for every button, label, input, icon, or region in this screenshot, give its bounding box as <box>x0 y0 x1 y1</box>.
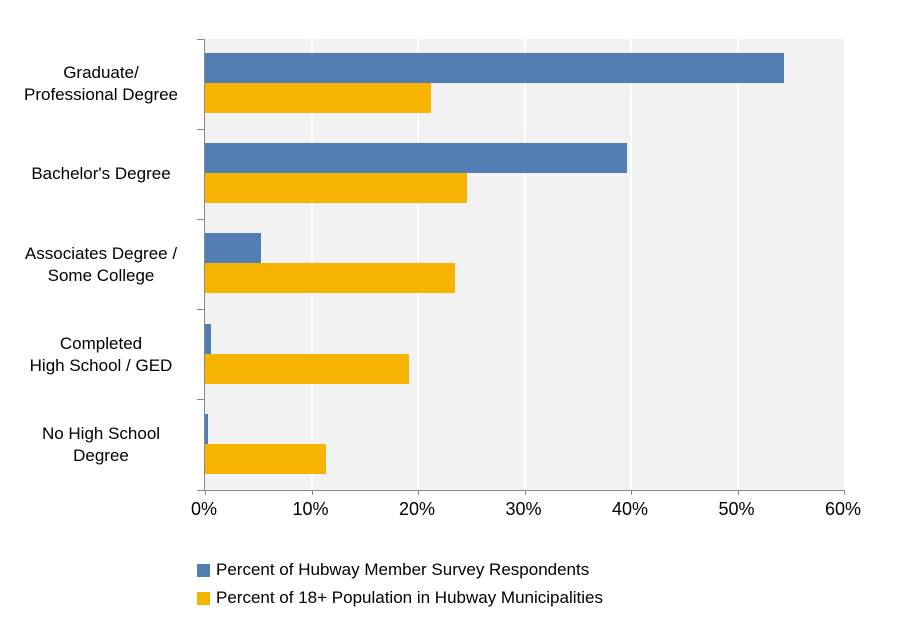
y-axis-tick <box>197 218 205 220</box>
bar-series1-cat3 <box>205 353 410 384</box>
legend-swatch-1 <box>197 591 210 605</box>
legend-swatch-0 <box>197 563 210 577</box>
bar-series0-cat3 <box>205 323 212 354</box>
category-row-0 <box>205 39 844 129</box>
bar-series0-cat0 <box>205 53 785 83</box>
category-label-3: Completed High School / GED <box>29 333 173 375</box>
x-tick-label-20%: 20% <box>398 499 436 519</box>
legend-item-1: Percent of 18+ Population in Hubway Muni… <box>197 584 603 612</box>
x-axis-tick <box>631 490 632 495</box>
x-axis-tick <box>418 490 419 495</box>
bar-series1-cat0 <box>205 83 431 113</box>
category-label-0: Graduate/ Professional Degree <box>23 63 179 105</box>
legend-item-0: Percent of Hubway Member Survey Responde… <box>197 556 603 584</box>
x-tick-label-0%: 0% <box>190 499 217 519</box>
x-axis-tick <box>311 490 313 495</box>
legend: Percent of Hubway Member Survey Responde… <box>197 556 603 612</box>
bar-series1-cat2 <box>205 263 456 294</box>
plot-area <box>197 38 845 495</box>
category-label-2: Associates Degree / Some College <box>24 243 178 285</box>
gridline-30% <box>523 39 526 490</box>
category-label-1: Bachelor's Degree <box>31 164 171 184</box>
x-tick-label-40%: 40% <box>611 499 649 519</box>
x-axis-tick <box>844 490 845 495</box>
y-axis-tick <box>197 399 205 401</box>
y-axis-tick <box>197 38 205 40</box>
bar-series0-cat1 <box>205 143 627 174</box>
x-axis-tick <box>205 490 206 495</box>
y-axis-tick <box>197 309 205 311</box>
x-axis-tick <box>737 490 739 495</box>
bar-series1-cat4 <box>205 443 327 474</box>
x-axis-tick <box>524 490 526 495</box>
x-tick-label-50%: 50% <box>718 499 755 519</box>
x-tick-label-60%: 60% <box>824 499 862 519</box>
gridline-50% <box>736 39 739 490</box>
category-row-4 <box>205 400 844 490</box>
category-label-4: No High School Degree <box>41 423 161 465</box>
bar-series0-cat2 <box>205 233 262 264</box>
legend-label-1: Percent of 18+ Population in Hubway Muni… <box>216 588 603 607</box>
category-row-1 <box>205 129 844 219</box>
x-tick-label-10%: 10% <box>292 499 329 519</box>
y-axis-tick <box>197 128 205 130</box>
gridline-40% <box>630 39 632 490</box>
legend-label-0: Percent of Hubway Member Survey Responde… <box>216 560 590 579</box>
category-row-2 <box>205 219 844 309</box>
bar-series0-cat4 <box>205 413 209 444</box>
x-tick-label-30%: 30% <box>505 499 542 519</box>
y-axis-tick <box>197 489 205 491</box>
bar-series1-cat1 <box>205 173 467 204</box>
category-row-3 <box>205 310 844 400</box>
